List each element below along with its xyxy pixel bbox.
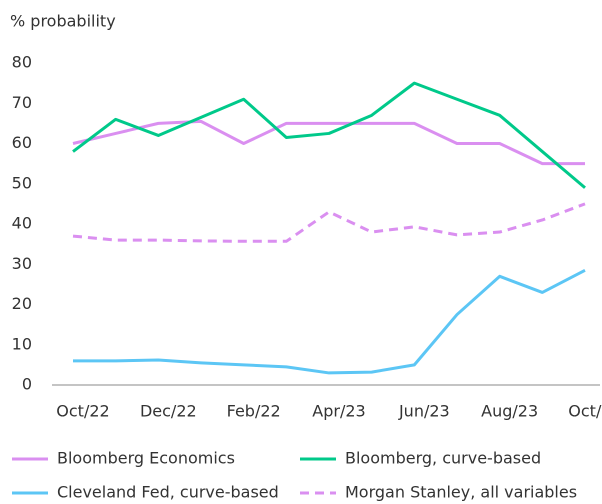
y-tick-label: 0 bbox=[22, 375, 32, 394]
x-tick-label: Jun/23 bbox=[398, 402, 450, 421]
x-tick-label: Oct/23 bbox=[568, 402, 602, 421]
series-line bbox=[72, 81, 586, 189]
legend-label: Bloomberg Economics bbox=[57, 449, 235, 468]
x-tick-label: Oct/22 bbox=[56, 402, 109, 421]
y-tick-label: 40 bbox=[12, 214, 32, 233]
series-line bbox=[72, 119, 585, 166]
x-tick-label: Apr/23 bbox=[312, 402, 365, 421]
y-tick-label: 80 bbox=[12, 53, 32, 72]
series-line bbox=[73, 268, 586, 375]
legend-label: Morgan Stanley, all variables bbox=[345, 483, 577, 502]
series-line bbox=[72, 202, 586, 243]
y-tick-label: 60 bbox=[12, 133, 32, 152]
y-tick-label: 50 bbox=[12, 173, 32, 192]
legend-label: Bloomberg, curve-based bbox=[345, 449, 541, 468]
y-tick-label: 10 bbox=[12, 334, 32, 353]
y-tick-label: 70 bbox=[12, 93, 32, 112]
y-axis-label: % probability bbox=[10, 12, 116, 31]
y-tick-label: 30 bbox=[12, 254, 32, 273]
y-tick-label: 20 bbox=[12, 294, 32, 313]
legend-label: Cleveland Fed, curve-based bbox=[57, 483, 279, 502]
x-tick-label: Aug/23 bbox=[481, 402, 538, 421]
x-tick-label: Dec/22 bbox=[140, 402, 197, 421]
x-tick-label: Feb/22 bbox=[227, 402, 281, 421]
